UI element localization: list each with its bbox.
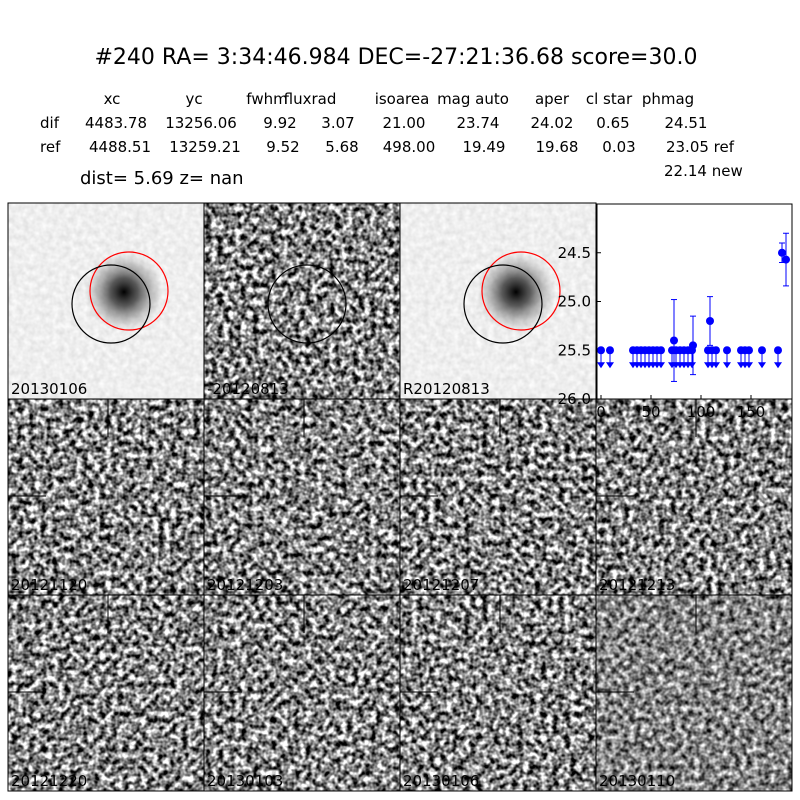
x-tick-label: 100	[687, 403, 716, 421]
column-header: aper	[535, 90, 570, 108]
title: #240 RA= 3:34:46.984 DEC=-27:21:36.68 sc…	[95, 45, 698, 70]
point	[688, 346, 696, 355]
table-cell: 23.05 ref	[666, 138, 735, 156]
column-header: cl star	[586, 90, 633, 108]
image-panel	[204, 203, 400, 399]
image-panel	[400, 595, 596, 791]
table-cell: 21.00	[383, 114, 426, 132]
phmag-new: 22.14 new	[664, 162, 743, 180]
table-cell: 4488.51	[89, 138, 151, 156]
x-tick-label: 0	[596, 403, 606, 421]
table-cell: 0.65	[596, 114, 629, 132]
panel-label: 20121120	[11, 576, 87, 594]
panel-label: 20130110	[599, 772, 675, 790]
limit-arrow	[723, 362, 731, 369]
row-label: ref	[40, 138, 61, 156]
table-cell: 13259.21	[169, 138, 241, 156]
table-cell: 24.51	[665, 114, 708, 132]
panel-label: 20130106	[403, 772, 479, 790]
panel-label: 20130103	[207, 772, 283, 790]
source-blob	[476, 252, 556, 332]
table-cell: 24.02	[531, 114, 574, 132]
new-aperture	[481, 251, 561, 331]
x-tick-label: 50	[641, 403, 660, 421]
image-panel	[204, 595, 400, 791]
source-blob	[84, 252, 164, 332]
table-cell: 498.00	[383, 138, 436, 156]
table-cell: 4483.78	[85, 114, 147, 132]
image-panel	[400, 399, 596, 595]
point	[774, 346, 782, 355]
ref-aperture	[267, 264, 347, 344]
table-cell: 23.74	[457, 114, 500, 132]
y-tick-label: 25.0	[558, 293, 591, 311]
new-aperture	[89, 251, 169, 331]
table-cell: 19.49	[463, 138, 506, 156]
table-cell: 13256.06	[165, 114, 237, 132]
column-header: fwhm	[246, 90, 287, 108]
limit-arrow	[758, 362, 766, 369]
panel-label: 20130106	[11, 380, 87, 398]
panel-label: 20121213	[599, 576, 675, 594]
column-header: phmag	[642, 90, 694, 108]
limit-arrow	[597, 362, 605, 369]
column-header: yc	[185, 90, 202, 108]
image-panel	[596, 399, 792, 595]
row-label: dif	[40, 114, 60, 132]
point	[597, 346, 605, 355]
limit-arrow	[606, 362, 614, 369]
table-cell: 9.52	[266, 138, 299, 156]
table-cell: 9.92	[263, 114, 296, 132]
image-panel	[204, 399, 400, 595]
column-header: fluxrad	[284, 90, 337, 108]
table-cell: 3.07	[321, 114, 354, 132]
panel-label: -20120813	[207, 380, 289, 398]
column-header: xc	[104, 90, 121, 108]
panel-label: 20121203	[207, 576, 283, 594]
point	[758, 346, 766, 355]
table-cell: 19.68	[536, 138, 579, 156]
column-header: mag auto	[437, 90, 509, 108]
point	[706, 317, 714, 325]
panel-label: R20120813	[403, 380, 490, 398]
point	[782, 255, 790, 264]
panel-frame	[595, 594, 793, 792]
point	[745, 346, 753, 355]
ref-aperture	[463, 264, 543, 344]
dist-line: dist= 5.69 z= nan	[80, 168, 244, 189]
panel-label: 20121220	[11, 772, 87, 790]
x-tick-label: 150	[737, 403, 766, 421]
image-panel	[8, 399, 204, 595]
point	[606, 346, 614, 355]
table-cell: 0.03	[602, 138, 635, 156]
y-tick-label: 25.5	[558, 341, 591, 359]
chart-area	[597, 204, 792, 399]
panel-label: 20121207	[403, 576, 479, 594]
limit-arrow	[712, 362, 720, 369]
limit-arrow	[774, 362, 782, 369]
point	[670, 336, 678, 345]
point	[778, 248, 786, 257]
point	[723, 346, 731, 355]
ref-aperture	[71, 264, 151, 344]
table-cell: 5.68	[325, 138, 358, 156]
image-panel	[8, 595, 204, 791]
point	[712, 346, 720, 355]
y-tick-label: 24.5	[558, 244, 591, 262]
limit-arrow	[688, 362, 696, 369]
column-header: isoarea	[375, 90, 430, 108]
y-tick-label: 26.0	[558, 390, 591, 408]
chart-frame	[596, 203, 793, 400]
limit-arrow	[745, 362, 753, 369]
image-panel	[596, 595, 792, 791]
limit-arrow	[657, 362, 665, 369]
point	[657, 346, 665, 355]
